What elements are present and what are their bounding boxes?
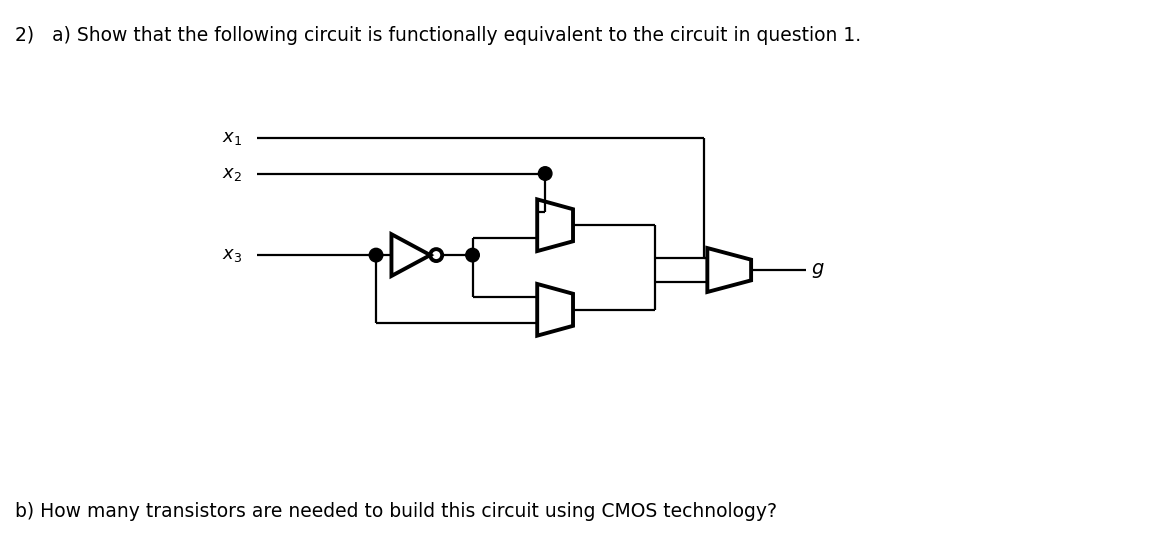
Circle shape bbox=[539, 167, 552, 180]
Text: $x_3$: $x_3$ bbox=[222, 246, 241, 264]
Text: $x_2$: $x_2$ bbox=[222, 165, 241, 183]
Text: b) How many transistors are needed to build this circuit using CMOS technology?: b) How many transistors are needed to bu… bbox=[15, 502, 777, 521]
Text: 2)   a) Show that the following circuit is functionally equivalent to the circui: 2) a) Show that the following circuit is… bbox=[15, 26, 861, 45]
Text: $x_1$: $x_1$ bbox=[222, 129, 241, 147]
Circle shape bbox=[466, 249, 479, 262]
Circle shape bbox=[369, 249, 383, 262]
Text: $g$: $g$ bbox=[811, 261, 824, 280]
